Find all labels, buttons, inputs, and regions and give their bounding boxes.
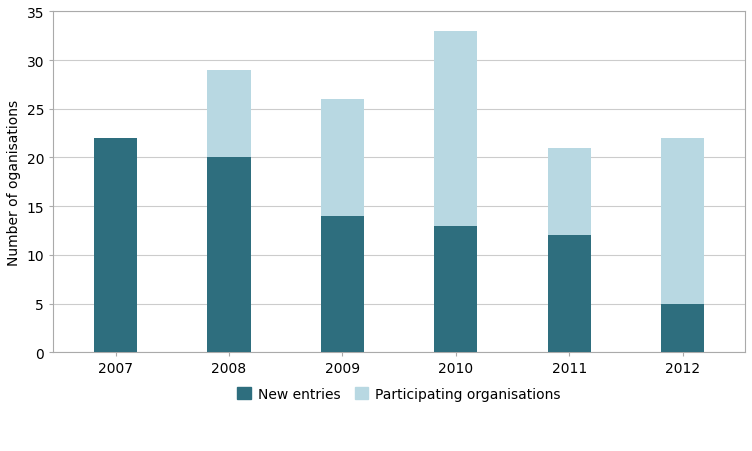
- Legend: New entries, Participating organisations: New entries, Participating organisations: [232, 382, 566, 407]
- Bar: [434, 226, 478, 352]
- Bar: [547, 148, 591, 236]
- Bar: [547, 236, 591, 352]
- Bar: [94, 139, 137, 352]
- Y-axis label: Number of oganisations: Number of oganisations: [7, 100, 21, 265]
- Bar: [321, 216, 364, 352]
- Bar: [434, 32, 478, 226]
- Bar: [208, 71, 250, 158]
- Bar: [661, 304, 704, 352]
- Bar: [321, 100, 364, 216]
- Bar: [661, 139, 704, 304]
- Bar: [208, 158, 250, 352]
